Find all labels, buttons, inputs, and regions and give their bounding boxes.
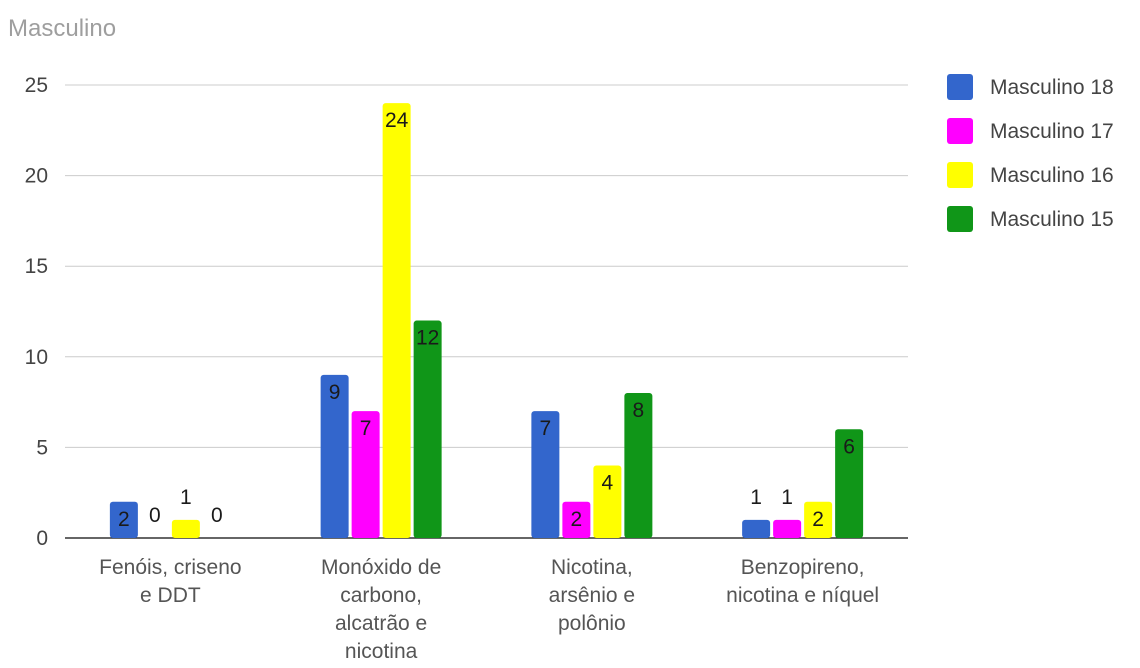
bar — [562, 501, 591, 538]
gridlines — [65, 84, 908, 539]
x-tick-label-line: Benzopireno, — [741, 556, 865, 579]
legend-label: Masculino 18 — [990, 76, 1114, 99]
data-label: 1 — [781, 486, 793, 509]
data-label: 0 — [211, 504, 223, 527]
legend-swatch — [947, 162, 973, 188]
x-tick-label-line: arsênio e — [549, 584, 635, 607]
bar — [593, 465, 622, 538]
data-label: 2 — [118, 508, 130, 531]
y-tick-label: 0 — [36, 527, 48, 550]
bar — [773, 519, 802, 538]
data-label: 7 — [540, 417, 552, 440]
data-label: 6 — [843, 435, 855, 458]
data-label: 9 — [329, 381, 341, 404]
data-label: 12 — [416, 327, 439, 350]
bar — [171, 519, 200, 538]
x-axis: Fenóis, criseno e DDT Monóxido de carbono, a… — [99, 556, 879, 663]
bar — [413, 320, 442, 538]
data-label: 8 — [633, 399, 645, 422]
bar — [382, 103, 411, 539]
x-tick-label-line: Monóxido de — [321, 556, 441, 579]
legend-swatch — [947, 118, 973, 144]
x-tick-label-line: nicotina e níquel — [726, 584, 879, 607]
legend-label: Masculino 17 — [990, 120, 1114, 143]
data-label: 1 — [180, 486, 192, 509]
x-tick-label-line: Nicotina, — [551, 556, 633, 579]
data-label: 7 — [360, 417, 372, 440]
x-tick-label-line: nicotina — [345, 640, 418, 663]
legend-label: Masculino 15 — [990, 208, 1114, 231]
y-tick-label: 15 — [25, 255, 48, 278]
bar — [835, 429, 864, 538]
y-tick-label: 25 — [25, 74, 48, 97]
data-label: 2 — [812, 508, 824, 531]
data-label: 2 — [571, 508, 583, 531]
bar — [531, 411, 560, 538]
bar — [804, 501, 833, 538]
x-tick-label: Monóxido de carbono, alcatrão e nicotina — [321, 556, 441, 663]
data-label: 4 — [602, 472, 614, 495]
data-label: 1 — [750, 486, 762, 509]
bar — [109, 501, 138, 538]
data-label: 0 — [149, 504, 161, 527]
y-tick-label: 10 — [25, 346, 48, 369]
x-tick-label: Fenóis, criseno e DDT — [99, 556, 241, 607]
legend: Masculino 18 Masculino 17 Masculino 16 Masc… — [947, 74, 1114, 232]
x-tick-label-line: Fenóis, criseno — [99, 556, 241, 579]
y-tick-label: 5 — [36, 436, 48, 459]
x-tick-label: Nicotina, arsênio e polônio — [549, 556, 635, 635]
y-tick-label: 20 — [25, 165, 48, 188]
x-tick-label-line: carbono, — [340, 584, 422, 607]
data-label: 24 — [385, 109, 409, 132]
legend-label: Masculino 16 — [990, 164, 1114, 187]
x-tick-label-line: alcatrão e — [335, 612, 427, 635]
bar — [351, 411, 380, 538]
legend-swatch — [947, 206, 973, 232]
y-axis: 0 5 10 15 20 25 — [25, 74, 48, 550]
legend-swatch — [947, 74, 973, 100]
bars — [109, 103, 864, 539]
bar — [320, 374, 349, 538]
x-tick-label-line: e DDT — [140, 584, 201, 607]
bar — [742, 519, 771, 538]
x-tick-label-line: polônio — [558, 612, 626, 635]
bar — [624, 393, 653, 538]
x-tick-label: Benzopireno, nicotina e níquel — [726, 556, 879, 607]
chart-title: Masculino — [8, 15, 116, 42]
